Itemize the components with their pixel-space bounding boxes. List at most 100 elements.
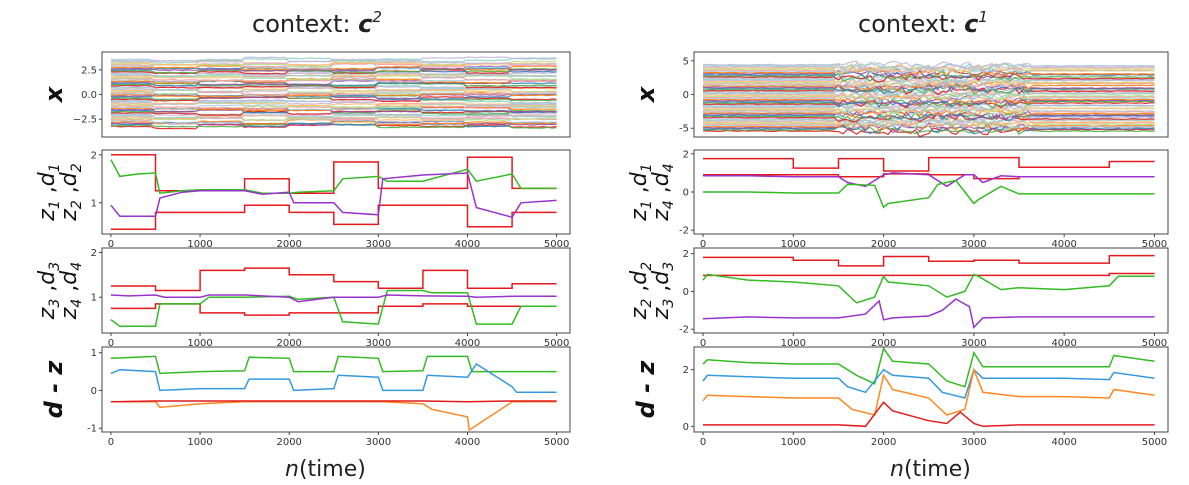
y-tick-label: 2.5 <box>81 65 97 76</box>
x-tick-label: 4000 <box>455 338 480 349</box>
series-d1 <box>110 154 557 194</box>
x-tick-label: 5000 <box>544 338 569 349</box>
trajectory <box>110 57 557 64</box>
x-tick-label: 2000 <box>871 239 896 250</box>
trajectory <box>702 105 1155 118</box>
trajectory <box>702 119 1155 129</box>
trajectory <box>110 59 557 67</box>
trajectory <box>110 101 557 107</box>
y-label-line2: z4 ,d4 <box>57 262 85 320</box>
x-tick-label: 2000 <box>276 437 301 448</box>
x-tick-label: 3000 <box>961 239 986 250</box>
y-tick-label: 2 <box>683 149 689 160</box>
plot-frame <box>693 346 1169 433</box>
series-blue <box>110 362 557 394</box>
series-z4 <box>703 179 1155 209</box>
x-tick-label: 3000 <box>366 437 391 448</box>
trajectory <box>110 104 557 111</box>
trajectory <box>110 88 557 95</box>
trajectory <box>702 98 1155 109</box>
plot-frame <box>101 149 571 235</box>
trajectory <box>703 85 1155 97</box>
trajectory <box>702 118 1155 130</box>
series-blue <box>702 368 1155 399</box>
series-d3 <box>703 272 1155 277</box>
x-tick-label: 5000 <box>544 437 569 448</box>
trajectory <box>702 114 1155 125</box>
y-tick-label: 1 <box>91 293 97 304</box>
trajectory <box>110 84 557 90</box>
trajectory <box>702 74 1155 87</box>
y-label: d - z <box>40 360 68 419</box>
trajectory <box>702 67 1155 78</box>
x-tick-label: 2000 <box>871 338 896 349</box>
x-tick-label: 4000 <box>1051 239 1076 250</box>
series-z1 <box>703 172 1155 188</box>
plot-area <box>702 347 1155 428</box>
trajectory <box>110 92 557 100</box>
plot-area <box>702 254 1155 329</box>
x-tick-label: 1000 <box>187 239 212 250</box>
y-tick-label: 2 <box>683 365 689 376</box>
series-red <box>110 400 557 403</box>
x-tick-label: 5000 <box>544 239 569 250</box>
series-d1 <box>703 156 1155 172</box>
trajectory <box>110 111 557 119</box>
trajectory <box>110 111 557 118</box>
trajectory <box>110 82 557 88</box>
series-green <box>110 355 557 375</box>
right-title-text: context: c1 <box>858 8 988 38</box>
trajectory <box>110 68 557 75</box>
panel-L-dz: -1 0 1 0 1000 2000 3000 4000 5000 d - z <box>40 346 571 448</box>
trajectory <box>702 127 1155 137</box>
trajectory <box>110 65 557 72</box>
panel-R-x: -5 0 5 x <box>632 51 1169 138</box>
x-tick-label: 0 <box>108 239 114 250</box>
plot-area <box>110 154 557 230</box>
series-d2 <box>110 204 557 230</box>
y-tick-label: -5 <box>679 124 689 135</box>
x-tick-label: 0 <box>700 437 706 448</box>
x-tick-label: 1000 <box>781 239 806 250</box>
y-tick-label: 2 <box>91 150 97 161</box>
right-xlabel: n(time) <box>890 457 971 482</box>
x-tick-label: 2000 <box>276 338 301 349</box>
x-tick-label: 0 <box>108 437 114 448</box>
trajectory <box>110 67 557 74</box>
x-tick-label: 5000 <box>1142 437 1167 448</box>
x-tick-label: 3000 <box>961 338 986 349</box>
trajectory <box>110 112 557 120</box>
plot-area <box>110 355 557 432</box>
series-z4 <box>110 294 557 303</box>
series-d3 <box>110 267 557 292</box>
y-tick-label: -2 <box>679 325 689 336</box>
right-title: context: c1 <box>858 8 988 38</box>
panel-L-x: −2.5 0.0 2.5 x <box>40 51 571 138</box>
trajectory <box>702 92 1155 103</box>
y-tick-label: -2 <box>679 226 689 237</box>
x-tick-label: 2000 <box>871 437 896 448</box>
series-z2 <box>110 172 557 219</box>
series-z2 <box>702 273 1155 304</box>
y-tick-label: 0 <box>683 188 689 199</box>
trajectory <box>702 111 1155 123</box>
y-tick-label: 2 <box>683 249 689 260</box>
plot-area <box>703 156 1155 209</box>
y-label-line2: z3 ,d3 <box>649 262 677 320</box>
y-tick-label: 1 <box>91 198 97 209</box>
y-label-line1: z3 ,d3 <box>35 262 63 320</box>
trajectory <box>702 101 1155 112</box>
x-tick-label: 4000 <box>1051 338 1076 349</box>
plot-frame <box>693 247 1169 334</box>
trajectory <box>110 56 557 63</box>
x-tick-label: 0 <box>108 338 114 349</box>
y-tick-label: 2 <box>91 248 97 259</box>
trajectory <box>702 62 1155 74</box>
y-label-line2: z2 ,d2 <box>57 163 85 221</box>
trajectory <box>702 82 1155 92</box>
plot-area <box>110 56 557 130</box>
series-orange <box>110 401 557 432</box>
